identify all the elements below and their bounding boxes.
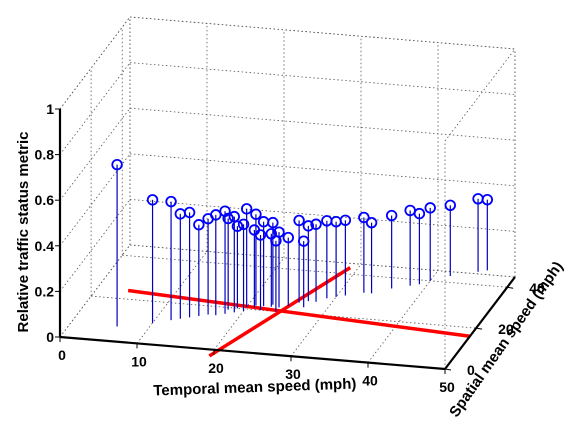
- data-point-marker: [302, 220, 315, 232]
- data-point-marker: [444, 199, 456, 211]
- threshold-line-y: [127, 288, 471, 339]
- grid-line-y-floor: [122, 254, 508, 288]
- data-point-marker: [193, 219, 205, 231]
- data-point-marker: [267, 216, 279, 229]
- z-tick-label: 0.6: [35, 192, 55, 208]
- data-point-marker: [146, 194, 159, 206]
- grid-line-x-floor: [136, 251, 208, 344]
- y-tick-label: 0: [467, 362, 475, 378]
- z-tick-label: 0.8: [35, 147, 55, 163]
- data-point-marker: [111, 158, 123, 171]
- tick-labels: 0 10 20 30 40 50 0 20 40 0 0.2 0.4 0.6 0.8 1: [35, 101, 545, 395]
- markers: [111, 158, 494, 247]
- data-point-marker: [413, 207, 426, 220]
- grid-line-z-back: [129, 62, 516, 95]
- x-tick-label: 40: [362, 373, 378, 389]
- data-point-marker: [270, 235, 282, 247]
- data-point-marker: [297, 235, 310, 247]
- x-tick-label: 10: [131, 353, 147, 369]
- right-top-edge: [444, 48, 516, 142]
- y-tick-mark: [444, 368, 452, 371]
- z-tick-label: 0.2: [35, 283, 55, 299]
- z-tick-label: 1: [46, 101, 54, 117]
- stems: [116, 164, 488, 327]
- grid-line-z-left: [59, 244, 131, 338]
- data-point-marker: [293, 214, 305, 227]
- x-tick-label: 30: [285, 366, 301, 382]
- grid-line-z-left: [59, 153, 131, 247]
- back-panels: [59, 16, 516, 370]
- data-point-marker: [365, 216, 378, 229]
- data-point-marker: [481, 193, 494, 206]
- grid-line-x-floor: [367, 270, 439, 363]
- data-point-marker: [310, 218, 322, 230]
- z-tick-label: 0: [46, 329, 54, 345]
- data-point-marker: [231, 220, 244, 232]
- data-point-marker: [183, 206, 196, 219]
- data-point-marker: [240, 203, 253, 215]
- data-point-marker: [210, 209, 222, 221]
- x-tick-label: 0: [58, 347, 66, 363]
- data-point-marker: [219, 205, 231, 217]
- data-point-marker: [228, 210, 241, 223]
- grid-line-z-back: [129, 199, 516, 232]
- data-point-marker: [254, 229, 267, 241]
- y-tick-mark: [476, 327, 483, 330]
- grid-line-z-back: [129, 16, 516, 50]
- x-tick-label: 50: [439, 379, 455, 395]
- data-point-marker: [222, 212, 234, 225]
- x-axis-line: [59, 335, 446, 371]
- y-axis-label: Spatial mean speed (mph): [446, 258, 567, 420]
- data-point-marker: [282, 231, 294, 244]
- grid-line-x-floor: [290, 263, 362, 357]
- grid-line-z-left: [59, 107, 131, 201]
- data-point-marker: [237, 218, 250, 231]
- data-point-marker: [358, 211, 370, 224]
- data-point-marker: [424, 202, 436, 214]
- data-point-marker: [339, 214, 352, 226]
- y-tick-label: 40: [529, 280, 545, 296]
- data-point-marker: [385, 209, 398, 222]
- data-point-marker: [250, 208, 262, 220]
- data-point-marker: [165, 195, 177, 208]
- y-tick-mark: [507, 286, 514, 289]
- x-tick-label: 20: [208, 360, 224, 376]
- y-tick-label: 20: [498, 321, 514, 337]
- x-axis-label: Temporal mean speed (mph): [153, 375, 357, 399]
- z-tick-label: 0.4: [35, 238, 55, 254]
- grid-line-z-back: [129, 244, 516, 278]
- z-axis-label: Relative traffic status metric: [15, 132, 32, 333]
- grid-lines: [59, 16, 516, 370]
- grid-line-z-back: [129, 153, 516, 187]
- grid-line-z-left: [59, 16, 131, 110]
- grid-line-z-left: [59, 62, 131, 155]
- axes: [55, 108, 516, 374]
- y-axis-line: [444, 276, 516, 370]
- grid-line-z-left: [59, 199, 131, 292]
- grid-line-z-back: [129, 107, 516, 141]
